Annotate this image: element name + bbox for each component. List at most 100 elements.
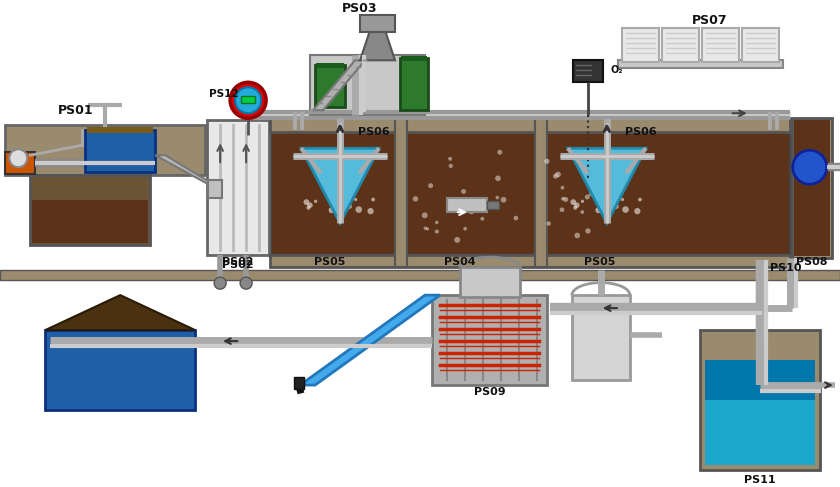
Circle shape <box>367 208 374 214</box>
Circle shape <box>303 199 309 205</box>
FancyBboxPatch shape <box>460 267 520 297</box>
FancyBboxPatch shape <box>395 118 407 267</box>
FancyBboxPatch shape <box>705 360 815 465</box>
Circle shape <box>575 233 580 238</box>
Circle shape <box>461 189 466 194</box>
Circle shape <box>340 161 347 168</box>
Circle shape <box>584 154 588 158</box>
Polygon shape <box>313 60 365 110</box>
FancyBboxPatch shape <box>572 295 630 380</box>
Circle shape <box>339 187 343 190</box>
Circle shape <box>627 164 632 168</box>
Circle shape <box>335 198 339 202</box>
Circle shape <box>449 157 452 161</box>
FancyBboxPatch shape <box>622 28 659 62</box>
Circle shape <box>589 192 593 196</box>
Text: PS05: PS05 <box>584 257 616 267</box>
Circle shape <box>574 203 580 208</box>
Polygon shape <box>155 155 215 185</box>
FancyBboxPatch shape <box>241 96 255 103</box>
Circle shape <box>464 227 467 230</box>
FancyBboxPatch shape <box>270 118 790 132</box>
Circle shape <box>601 158 606 163</box>
Text: PS01: PS01 <box>57 104 93 117</box>
Circle shape <box>561 197 565 201</box>
Circle shape <box>333 158 339 163</box>
Circle shape <box>553 173 558 179</box>
Circle shape <box>583 169 588 174</box>
Circle shape <box>423 226 427 230</box>
Circle shape <box>307 203 312 208</box>
Circle shape <box>559 207 564 212</box>
Circle shape <box>591 170 597 176</box>
Circle shape <box>346 162 349 165</box>
Circle shape <box>318 154 322 158</box>
FancyBboxPatch shape <box>792 118 832 258</box>
Text: PS06: PS06 <box>358 127 390 137</box>
Text: PS03: PS03 <box>342 2 378 15</box>
FancyBboxPatch shape <box>87 127 153 133</box>
FancyBboxPatch shape <box>207 120 269 255</box>
Text: PS04: PS04 <box>444 257 475 267</box>
FancyBboxPatch shape <box>270 255 790 267</box>
Circle shape <box>313 169 318 173</box>
Circle shape <box>9 149 27 167</box>
FancyBboxPatch shape <box>535 118 547 267</box>
Polygon shape <box>360 30 395 60</box>
Circle shape <box>314 200 318 203</box>
FancyBboxPatch shape <box>294 377 304 389</box>
Circle shape <box>333 168 339 173</box>
Circle shape <box>612 207 615 210</box>
Text: PS07: PS07 <box>692 14 727 27</box>
Circle shape <box>580 210 584 214</box>
Circle shape <box>345 207 349 210</box>
Circle shape <box>638 198 642 202</box>
FancyBboxPatch shape <box>270 130 790 255</box>
Circle shape <box>596 167 602 173</box>
Circle shape <box>596 202 599 206</box>
Circle shape <box>428 183 433 188</box>
FancyBboxPatch shape <box>742 28 779 62</box>
Circle shape <box>214 277 226 289</box>
Circle shape <box>328 168 333 173</box>
Circle shape <box>580 169 585 173</box>
Circle shape <box>361 164 365 168</box>
Circle shape <box>591 156 596 162</box>
FancyBboxPatch shape <box>85 130 155 172</box>
FancyBboxPatch shape <box>794 120 830 256</box>
Circle shape <box>612 161 616 165</box>
Circle shape <box>595 168 600 173</box>
Text: O₂: O₂ <box>611 65 623 75</box>
Circle shape <box>585 228 591 234</box>
Circle shape <box>600 168 605 173</box>
Circle shape <box>594 157 601 164</box>
Circle shape <box>324 170 330 176</box>
Circle shape <box>580 200 584 203</box>
FancyBboxPatch shape <box>32 200 148 243</box>
Polygon shape <box>301 148 379 223</box>
Circle shape <box>454 237 460 243</box>
Text: PS05: PS05 <box>314 257 346 267</box>
Circle shape <box>354 198 357 201</box>
Text: PS06: PS06 <box>625 127 657 137</box>
Circle shape <box>347 171 350 175</box>
Circle shape <box>449 164 453 168</box>
Circle shape <box>235 87 261 113</box>
Circle shape <box>422 212 428 218</box>
Text: PS10: PS10 <box>769 263 801 273</box>
FancyBboxPatch shape <box>5 125 205 175</box>
Circle shape <box>481 200 486 205</box>
Circle shape <box>426 227 429 230</box>
Circle shape <box>546 221 551 225</box>
Circle shape <box>329 167 336 173</box>
FancyBboxPatch shape <box>705 360 815 400</box>
Circle shape <box>347 204 352 209</box>
FancyBboxPatch shape <box>401 56 427 61</box>
Circle shape <box>587 151 592 156</box>
FancyBboxPatch shape <box>432 295 547 385</box>
Text: PS08: PS08 <box>796 257 827 267</box>
FancyBboxPatch shape <box>5 152 35 174</box>
FancyBboxPatch shape <box>0 270 840 280</box>
Polygon shape <box>568 148 646 223</box>
Circle shape <box>634 208 640 214</box>
